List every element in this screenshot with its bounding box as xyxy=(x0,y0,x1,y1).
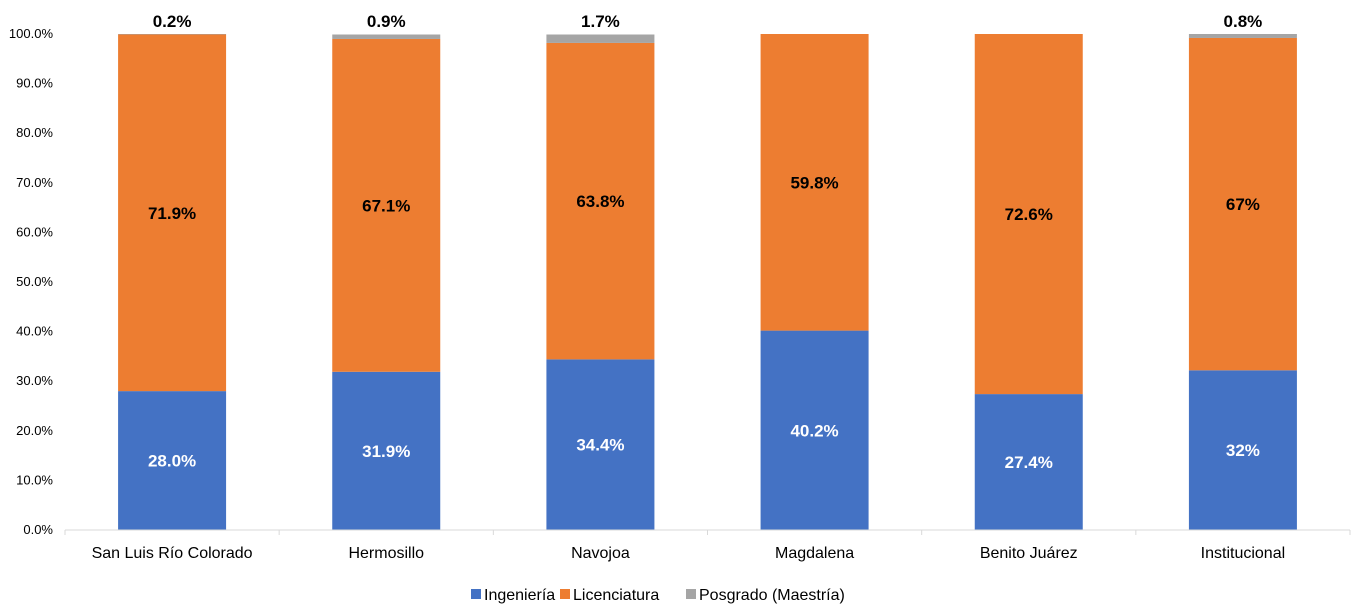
y-tick-label: 30.0% xyxy=(16,373,53,388)
legend-swatch xyxy=(686,589,696,599)
bar-segment xyxy=(1188,370,1297,530)
x-axis: San Luis Río Colorado Hermosillo Navojoa Ma… xyxy=(64,529,1351,562)
data-label: 0.8% xyxy=(1224,12,1263,31)
x-category-label: San Luis Río Colorado xyxy=(92,545,253,562)
data-label: 0.2% xyxy=(153,12,192,31)
y-tick-label: 100.0% xyxy=(9,26,54,41)
y-tick-label: 40.0% xyxy=(16,324,53,339)
data-label: 67% xyxy=(1226,195,1260,214)
legend-item: Posgrado (Maestría) xyxy=(686,587,845,604)
x-category-label: Benito Juárez xyxy=(980,545,1078,562)
data-label: 34.4% xyxy=(576,436,624,455)
bar-segment xyxy=(332,34,441,39)
bar-segment xyxy=(546,359,655,530)
x-category-label: Hermosillo xyxy=(348,545,424,562)
data-label: 63.8% xyxy=(576,192,624,211)
bar-segment xyxy=(118,391,227,530)
data-label: 1.7% xyxy=(581,12,620,31)
bar-segment xyxy=(974,394,1083,530)
data-label: 67.1% xyxy=(362,196,410,215)
y-tick-label: 10.0% xyxy=(16,472,53,487)
bars: 28.0% 71.9% 0.2% 31.9% 67.1% 0.9% 34.4% 63.8% 1.… xyxy=(118,12,1297,530)
data-label: 31.9% xyxy=(362,442,410,461)
data-label: 59.8% xyxy=(790,173,838,192)
y-tick-label: 80.0% xyxy=(16,125,53,140)
x-category-label: Magdalena xyxy=(775,545,854,562)
y-tick-label: 60.0% xyxy=(16,224,53,239)
y-tick-label: 70.0% xyxy=(16,175,53,190)
bar-segment xyxy=(546,34,655,43)
data-label: 40.2% xyxy=(790,421,838,440)
y-tick-label: 90.0% xyxy=(16,76,53,91)
legend-item: Licenciatura xyxy=(560,587,659,604)
y-axis: 0.0% 10.0% 20.0% 30.0% 40.0% 50.0% 60.0% 70.0% 8… xyxy=(9,26,54,537)
data-label: 72.6% xyxy=(1005,205,1053,224)
legend-label: Ingeniería xyxy=(484,587,555,604)
legend-label: Licenciatura xyxy=(573,587,659,604)
data-label: 28.0% xyxy=(148,452,196,471)
y-tick-label: 0.0% xyxy=(23,522,53,537)
bar-stack: 32% 67% 0.8% xyxy=(1188,12,1297,530)
legend-item: Ingeniería xyxy=(471,587,555,604)
bar-segment xyxy=(974,34,1083,395)
data-label: 71.9% xyxy=(148,204,196,223)
x-category-label: Navojoa xyxy=(571,545,630,562)
bar-segment xyxy=(118,34,227,392)
data-label: 0.9% xyxy=(367,12,406,31)
bar-segment xyxy=(546,42,655,360)
y-tick-label: 20.0% xyxy=(16,423,53,438)
bar-segment xyxy=(1188,37,1297,371)
bar-stack: 27.4% 72.6% xyxy=(974,34,1083,530)
bar-stack: 31.9% 67.1% 0.9% xyxy=(332,12,441,530)
legend: Ingeniería Licenciatura Posgrado (Maestría… xyxy=(471,587,845,604)
bar-segment xyxy=(332,38,441,372)
bar-segment xyxy=(1188,34,1297,38)
data-label: 32% xyxy=(1226,441,1260,460)
bar-stack: 40.2% 59.8% xyxy=(760,34,869,530)
legend-label: Posgrado (Maestría) xyxy=(699,587,845,604)
data-label: 27.4% xyxy=(1005,453,1053,472)
bar-segment xyxy=(760,34,869,331)
bar-stack: 28.0% 71.9% 0.2% xyxy=(118,12,227,530)
x-category-label: Institucional xyxy=(1201,545,1286,562)
legend-swatch xyxy=(471,589,481,599)
bar-segment xyxy=(760,330,869,530)
legend-swatch xyxy=(560,589,570,599)
bar-segment xyxy=(332,371,441,530)
y-tick-label: 50.0% xyxy=(16,274,53,289)
bar-stack: 34.4% 63.8% 1.7% xyxy=(546,12,655,530)
